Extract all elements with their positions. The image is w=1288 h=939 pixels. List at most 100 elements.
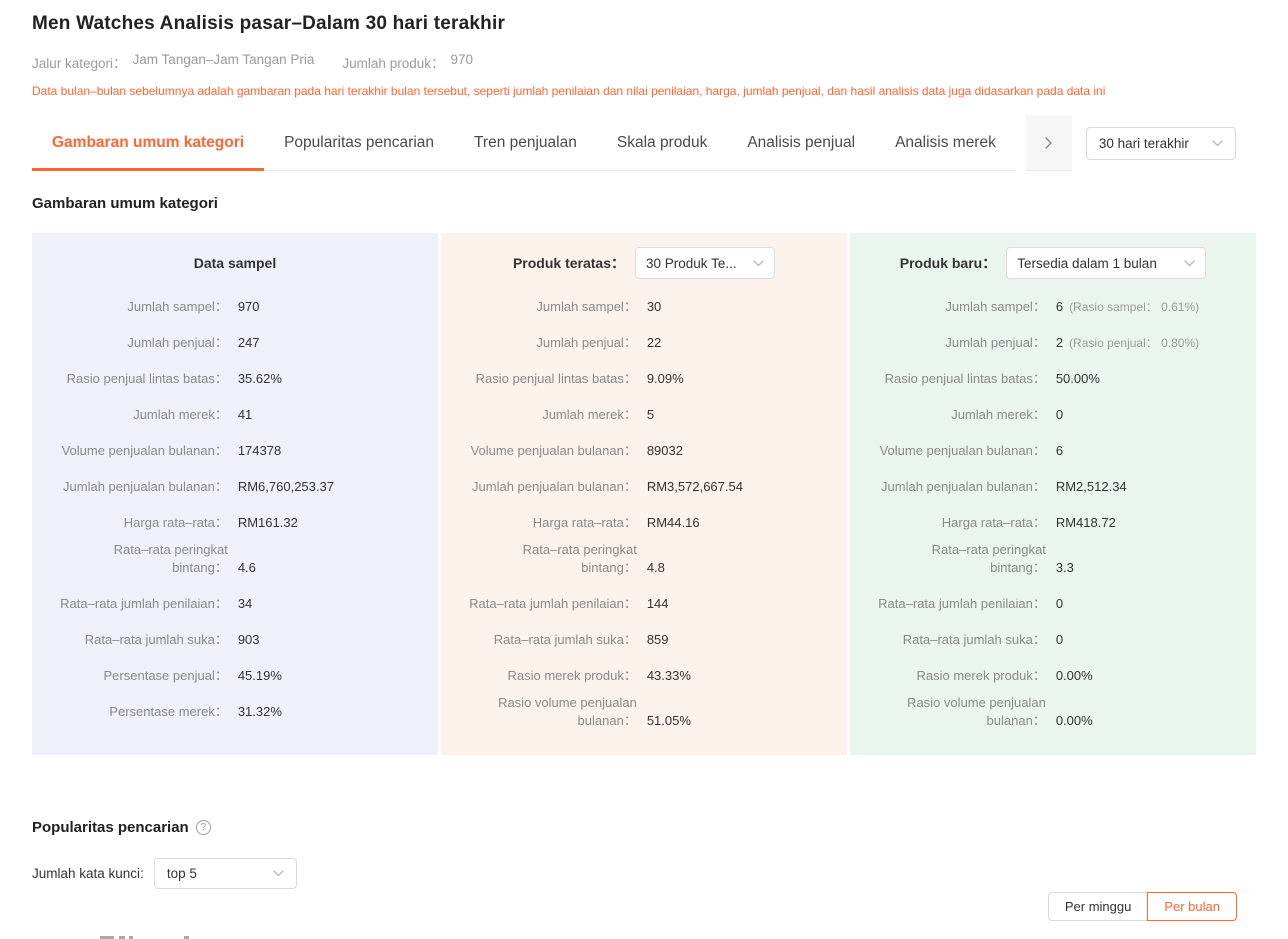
category-path: Jalur kategori： Jam Tangan–Jam Tangan Pr… [32, 52, 314, 72]
product-count-value: 970 [450, 52, 474, 67]
stat-label: Volume penjualan bulanan： [879, 443, 1046, 458]
tab-analisis-merek[interactable]: Analisis merek [895, 133, 996, 151]
stat-value: 970 [237, 299, 260, 314]
stat-label: Rata–rata peringkat bintang： [931, 542, 1046, 575]
stat-row: Rata–rata peringkat bintang： 4.8 [465, 541, 823, 586]
stat-label: Rasio merek produk： [507, 668, 637, 683]
top-card-header: Produk teratas： 30 Produk Te... [465, 247, 823, 279]
period-select-value: 30 hari terakhir [1098, 135, 1189, 151]
stat-row: Rasio penjual lintas batas： 9.09% [465, 361, 823, 397]
stat-row: Jumlah merek： 5 [465, 397, 823, 433]
sample-data-card: Data sampel Jumlah sampel： 970 Jumlah penj… [32, 233, 438, 755]
stat-value: 144 [646, 596, 669, 611]
tab-bar: Gambaran umum kategori Popularitas pencar… [32, 115, 1256, 171]
stat-row: Persentase penjual： 45.19% [56, 658, 414, 694]
stat-row: Rata–rata peringkat bintang： 4.6 [56, 541, 414, 586]
stat-label: Rasio penjual lintas batas： [475, 371, 637, 386]
stat-label: Jumlah penjual： [945, 335, 1046, 350]
clipped-text-fragment [184, 936, 189, 939]
stat-value: 6 [1055, 299, 1064, 314]
stat-row: Rata–rata peringkat bintang： 3.3 [874, 541, 1232, 586]
stat-label: Rasio merek produk： [916, 668, 1046, 683]
stat-value: 6 [1055, 443, 1064, 458]
tab-popularitas-pencarian[interactable]: Popularitas pencarian [284, 133, 435, 151]
stat-label: Rasio penjual lintas batas： [884, 371, 1046, 386]
stat-row: Volume penjualan bulanan： 174378 [56, 433, 414, 469]
stat-label: Jumlah sampel： [127, 299, 228, 314]
stat-row: Jumlah penjualan bulanan： RM2,512.34 [874, 469, 1232, 505]
tab-analisis-penjual[interactable]: Analisis penjual [747, 133, 856, 151]
chevron-down-icon [1184, 259, 1195, 267]
question-circle-icon[interactable]: ? [195, 820, 211, 835]
stat-value: RM2,512.34 [1055, 479, 1127, 494]
new-products-card: Produk baru： Tersedia dalam 1 bulan Juml… [850, 233, 1256, 755]
period-select[interactable]: 30 hari terakhir [1085, 126, 1236, 160]
stat-row: Jumlah sampel： 970 [56, 289, 414, 325]
stat-label: Rata–rata jumlah penilaian： [60, 596, 228, 611]
sample-card-body: Jumlah sampel： 970 Jumlah penjual： 247 Rasio… [56, 289, 414, 730]
overview-heading: Gambaran umum kategori [32, 195, 218, 212]
stat-label: Jumlah penjualan bulanan： [63, 479, 228, 494]
search-popularity-title: Popularitas pencarian [32, 819, 189, 836]
stat-row: Rasio volume penjualan bulanan： 0.00% [874, 694, 1232, 739]
stat-label: Rata–rata peringkat bintang： [113, 542, 228, 575]
stat-value: RM44.16 [646, 515, 700, 530]
stat-value: 0 [1055, 596, 1064, 611]
new-products-select[interactable]: Tersedia dalam 1 bulan [1006, 247, 1207, 279]
stat-value: 43.33% [646, 668, 691, 683]
stat-label: Harga rata–rata： [532, 515, 637, 530]
search-popularity-heading: Popularitas pencarian ? [32, 819, 1256, 836]
stat-label: Rata–rata jumlah suka： [493, 632, 637, 647]
tab-skala-produk[interactable]: Skala produk [616, 133, 708, 151]
clipped-text-fragment [100, 936, 114, 939]
stat-value: RM3,572,667.54 [646, 479, 743, 494]
stat-label: Jumlah merek： [542, 407, 637, 422]
stat-value: 859 [646, 632, 669, 647]
stat-label: Rasio penjual lintas batas： [66, 371, 228, 386]
stat-value: 34 [237, 596, 253, 611]
top-products-card: Produk teratas： 30 Produk Te... Jumlah s… [441, 233, 847, 755]
stat-value: 174378 [237, 443, 282, 458]
top-products-select[interactable]: 30 Produk Te... [635, 247, 776, 279]
stat-value: 41 [237, 407, 253, 422]
stat-row: Rasio penjual lintas batas： 50.00% [874, 361, 1232, 397]
stat-label: Rata–rata jumlah suka： [902, 632, 1046, 647]
chevron-down-icon [1212, 139, 1223, 147]
stat-row: Jumlah merek： 0 [874, 397, 1232, 433]
stat-label: Jumlah sampel： [945, 299, 1046, 314]
stat-label: Volume penjualan bulanan： [470, 443, 637, 458]
tab-list: Gambaran umum kategori Popularitas pencar… [32, 115, 1016, 171]
more-tabs-button[interactable] [1025, 115, 1072, 171]
stat-row: Rasio penjual lintas batas： 35.62% [56, 361, 414, 397]
tab-tren-penjualan[interactable]: Tren penjualan [474, 133, 577, 151]
keyword-count-select[interactable]: top 5 [153, 858, 297, 889]
stat-value: 903 [237, 632, 260, 647]
top-card-body: Jumlah sampel： 30 Jumlah penjual： 22 Rasio p… [465, 289, 823, 739]
stat-row: Harga rata–rata： RM44.16 [465, 505, 823, 541]
stat-row: Rasio volume penjualan bulanan： 51.05% [465, 694, 823, 739]
stat-row: Harga rata–rata： RM418.72 [874, 505, 1232, 541]
per-week-button[interactable]: Per minggu [1047, 892, 1149, 921]
stat-label: Rasio volume penjualan bulanan： [907, 695, 1046, 728]
stat-value: 4.6 [237, 560, 256, 575]
stat-label: Volume penjualan bulanan： [61, 443, 228, 458]
stat-label: Harga rata–rata： [941, 515, 1046, 530]
per-month-button[interactable]: Per bulan [1147, 892, 1237, 921]
stat-value: 22 [646, 335, 662, 350]
stat-label: Rata–rata jumlah penilaian： [469, 596, 637, 611]
clipped-text-fragment [129, 936, 133, 939]
top-card-title: Produk teratas： [512, 255, 626, 271]
chevron-down-icon [753, 259, 764, 267]
stat-row: Volume penjualan bulanan： 6 [874, 433, 1232, 469]
stat-row: Rata–rata jumlah suka： 859 [465, 622, 823, 658]
stat-label: Jumlah merek： [951, 407, 1046, 422]
stat-row: Rasio merek produk： 43.33% [465, 658, 823, 694]
stat-value: 50.00% [1055, 371, 1100, 386]
stat-value: 5 [646, 407, 655, 422]
tab-gambaran-umum-kategori[interactable]: Gambaran umum kategori [32, 115, 265, 171]
chevron-right-icon [1045, 136, 1053, 149]
stat-value: 0.00% [1055, 668, 1093, 683]
stat-value: 45.19% [237, 668, 282, 683]
overview-cards: Data sampel Jumlah sampel： 970 Jumlah penj… [32, 233, 1256, 755]
